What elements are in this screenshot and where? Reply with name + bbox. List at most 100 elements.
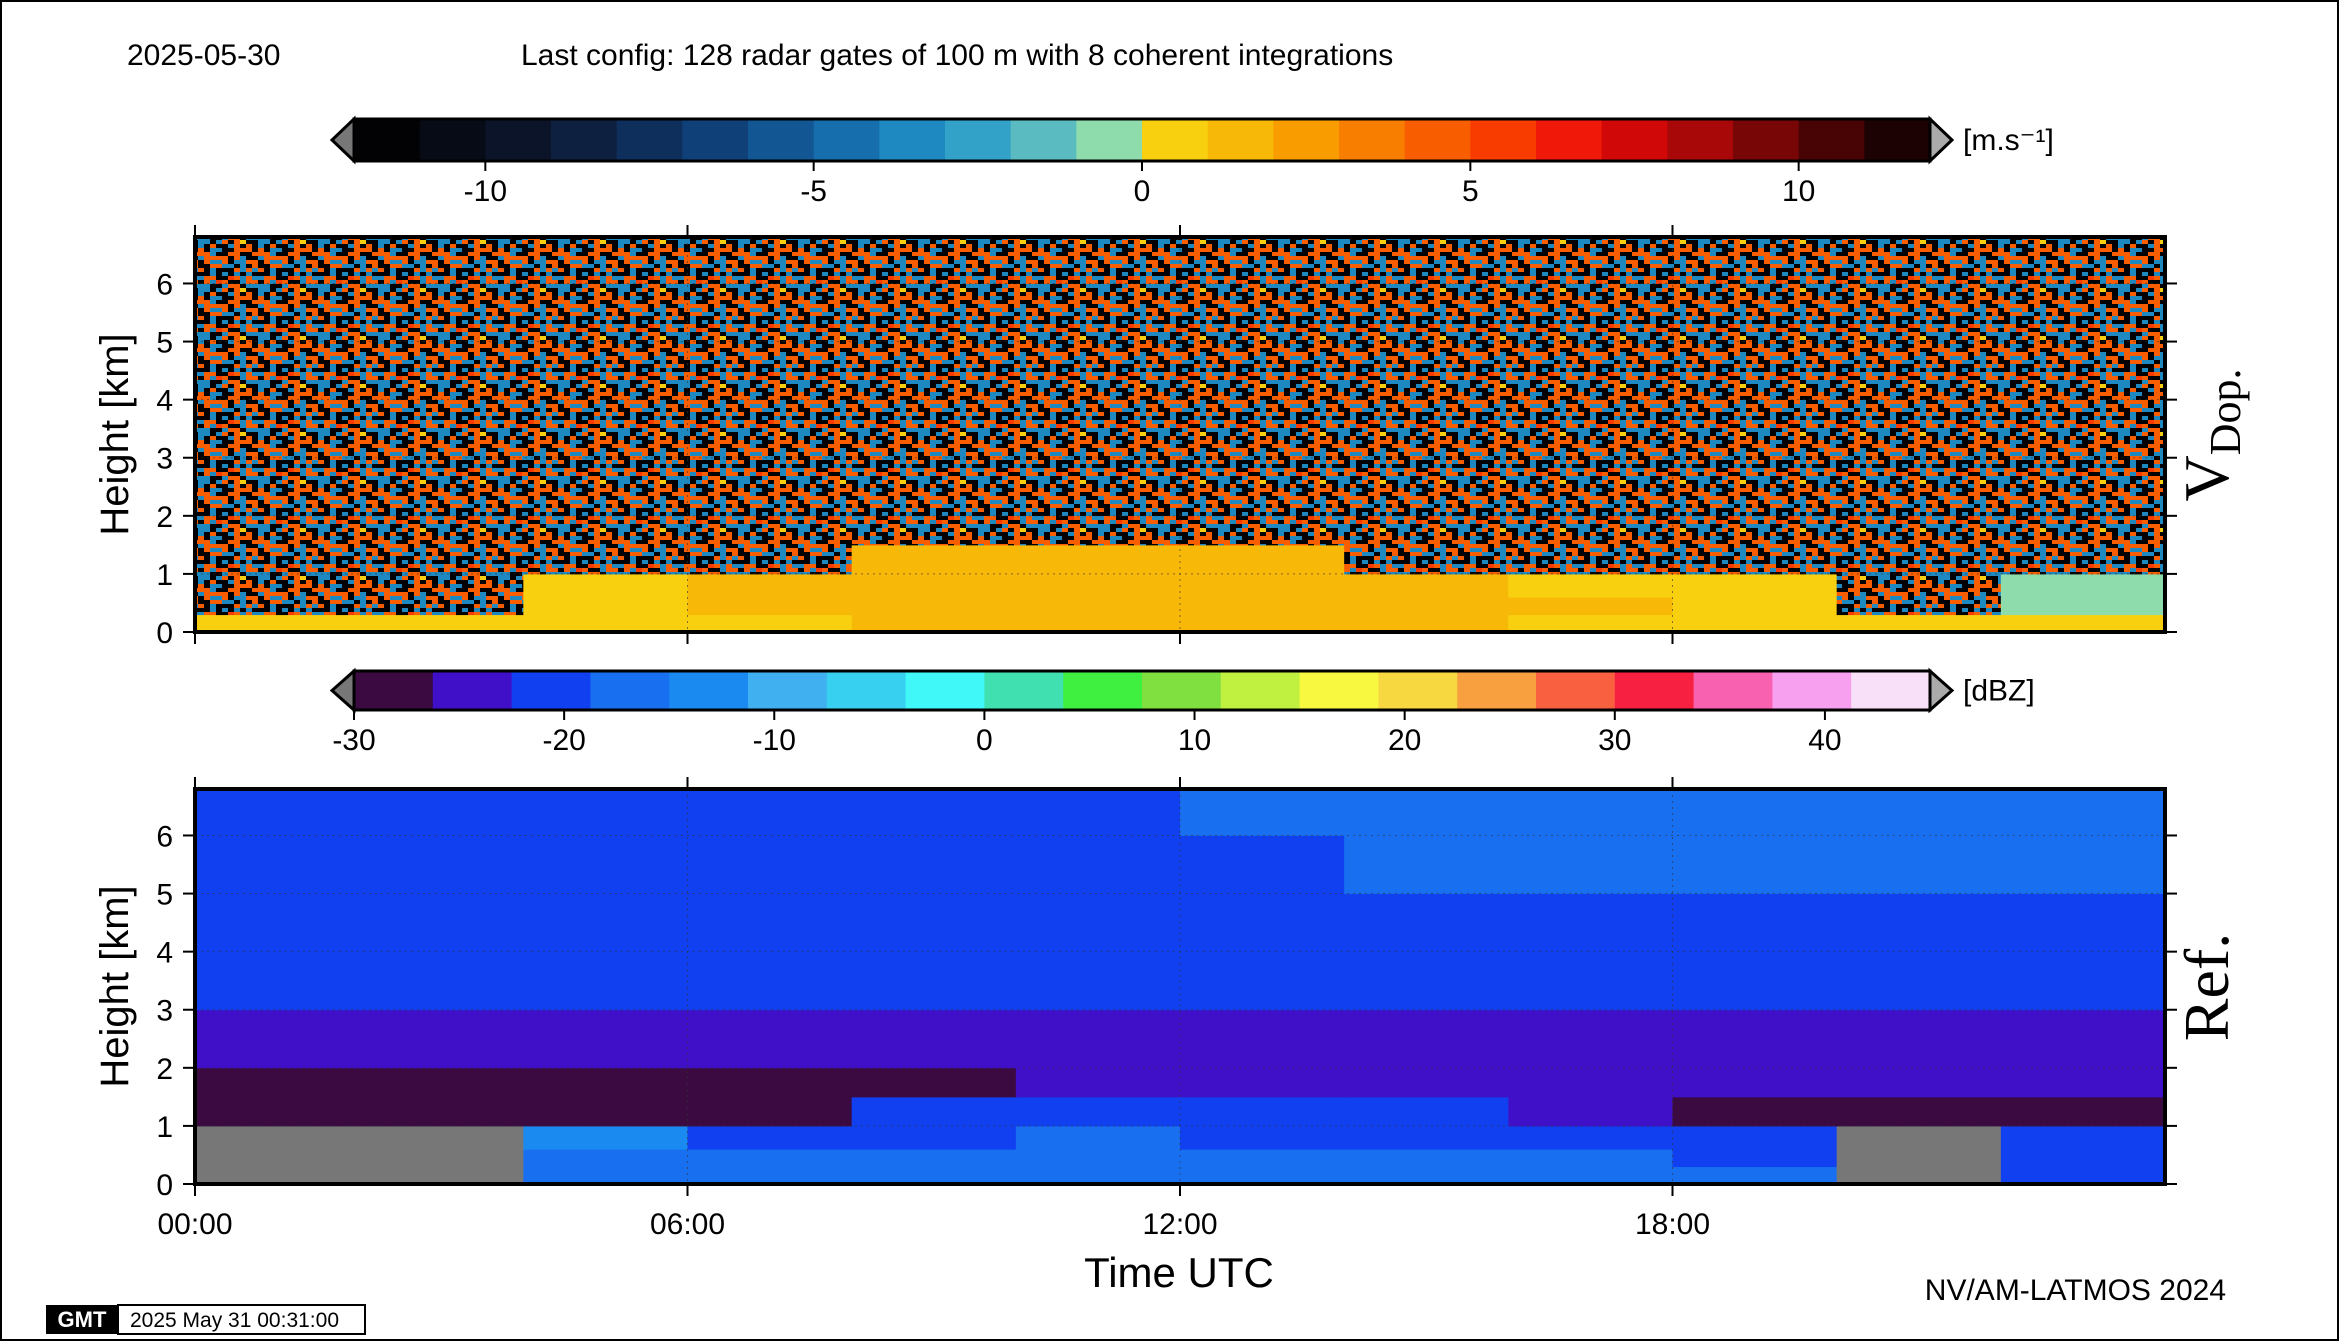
- missing-cell: [851, 341, 1017, 401]
- heat-cell: [1180, 1149, 1345, 1168]
- missing-cell: [1344, 399, 1509, 459]
- colorbar-tick-label: -30: [332, 724, 375, 757]
- heat-cell: [2000, 1009, 2166, 1069]
- y-tick-label: 4: [156, 937, 173, 970]
- heat-cell: [523, 1125, 688, 1150]
- missing-cell: [687, 544, 853, 575]
- missing-cell: [687, 341, 853, 401]
- heat-cell: [1015, 1096, 1181, 1127]
- missing-cell: [359, 341, 524, 401]
- heat-cell: [851, 1149, 1017, 1168]
- missing-cell: [687, 399, 853, 459]
- x-tick-label: 12:00: [1142, 1208, 1217, 1241]
- heat-cell: [523, 597, 688, 616]
- missing-cell: [1180, 237, 1345, 284]
- missing-cell: [687, 457, 853, 517]
- colorbar-segment: [1207, 119, 1274, 161]
- heat-cell: [195, 951, 360, 1011]
- x-tick-label: 06:00: [650, 1208, 725, 1241]
- colorbar-tick-label: 0: [1134, 175, 1151, 208]
- missing-cell: [1836, 515, 2002, 546]
- missing-cell: [1015, 515, 1181, 546]
- y-tick-label: 3: [156, 995, 173, 1028]
- date: 2025-05-30: [127, 39, 280, 72]
- heat-cell: [1180, 1125, 1345, 1150]
- colorbar-frame: [352, 669, 1932, 712]
- heat-cell: [1015, 1149, 1181, 1168]
- missing-cell: [359, 515, 524, 546]
- heat-cell: [1672, 1096, 1838, 1127]
- missing-cell: [2000, 341, 2166, 401]
- missing-cell: [1508, 341, 1673, 401]
- colorbar-segment: [682, 119, 749, 161]
- heat-cell: [1672, 789, 1838, 836]
- heat-cell: [195, 1009, 360, 1069]
- heat-cell: [195, 835, 360, 895]
- missing-cell: [1836, 1125, 2002, 1150]
- heat-cell: [523, 893, 688, 953]
- y-tick-label: 0: [156, 1169, 173, 1202]
- missing-cell: [195, 1166, 360, 1185]
- missing-cell: [195, 1149, 360, 1168]
- colorbar-segment: [669, 671, 749, 710]
- colorbar-tick-label: 5: [1462, 175, 1479, 208]
- heat-cell: [1672, 597, 1838, 616]
- colorbar-segment: [1220, 671, 1301, 710]
- heat-cell: [1180, 1067, 1345, 1098]
- missing-cell: [1015, 457, 1181, 517]
- heat-cell: [1180, 789, 1345, 836]
- plot-frame: [193, 235, 2167, 634]
- heat-cell: [1015, 951, 1181, 1011]
- heat-cell: [1508, 1009, 1673, 1069]
- heat-cell: [2000, 789, 2166, 836]
- missing-cell: [1836, 1149, 2002, 1168]
- missing-cell: [1672, 341, 1838, 401]
- colorbar-segment: [354, 671, 434, 710]
- heat-cell: [1180, 1009, 1345, 1069]
- y-axis-label: Height [km]: [93, 885, 137, 1087]
- colorbar-tick-label: 10: [1178, 724, 1211, 757]
- missing-cell: [1180, 283, 1345, 343]
- heat-cell: [1344, 597, 1509, 616]
- heat-cell: [687, 573, 853, 598]
- heat-cell: [1344, 1149, 1509, 1168]
- colorbar-segment: [1601, 119, 1668, 161]
- colorbar-unit: [m.s⁻¹]: [1963, 124, 2054, 157]
- heat-cell: [1015, 1009, 1181, 1069]
- heat-cell: [1344, 573, 1509, 598]
- colorbar-segment: [1404, 119, 1471, 161]
- missing-cell: [1672, 457, 1838, 517]
- heat-cell: [851, 951, 1017, 1011]
- missing-cell: [195, 457, 360, 517]
- colorbar-tick-label: 20: [1388, 724, 1421, 757]
- heat-cell: [1836, 789, 2002, 836]
- heat-cell: [851, 544, 1017, 575]
- heat-cell: [1180, 893, 1345, 953]
- heat-cell: [687, 1067, 853, 1098]
- missing-cell: [195, 544, 360, 575]
- missing-cell: [1344, 515, 1509, 546]
- heat-cell: [523, 1149, 688, 1168]
- heat-cell: [1836, 893, 2002, 953]
- heat-cell: [2000, 835, 2166, 895]
- heat-cell: [851, 835, 1017, 895]
- heat-cell: [523, 573, 688, 598]
- heat-cell: [1344, 1125, 1509, 1150]
- colorbar-segment: [511, 671, 591, 710]
- heat-cell: [851, 1166, 1017, 1185]
- heat-cell: [195, 1067, 360, 1098]
- missing-cell: [1344, 544, 1509, 575]
- missing-cell: [851, 283, 1017, 343]
- missing-cell: [1508, 399, 1673, 459]
- heat-cell: [1672, 1067, 1838, 1098]
- colorbar-segment: [590, 671, 670, 710]
- heat-cell: [1508, 789, 1673, 836]
- colorbar-segment: [1614, 671, 1695, 710]
- heat-cell: [1344, 951, 1509, 1011]
- y-axis-label: Height [km]: [93, 333, 137, 535]
- y-tick-label: 3: [156, 443, 173, 476]
- colorbar-segment: [1851, 671, 1931, 710]
- y-tick-label: 1: [156, 1111, 173, 1144]
- heat-cell: [687, 597, 853, 616]
- heat-cell: [1015, 893, 1181, 953]
